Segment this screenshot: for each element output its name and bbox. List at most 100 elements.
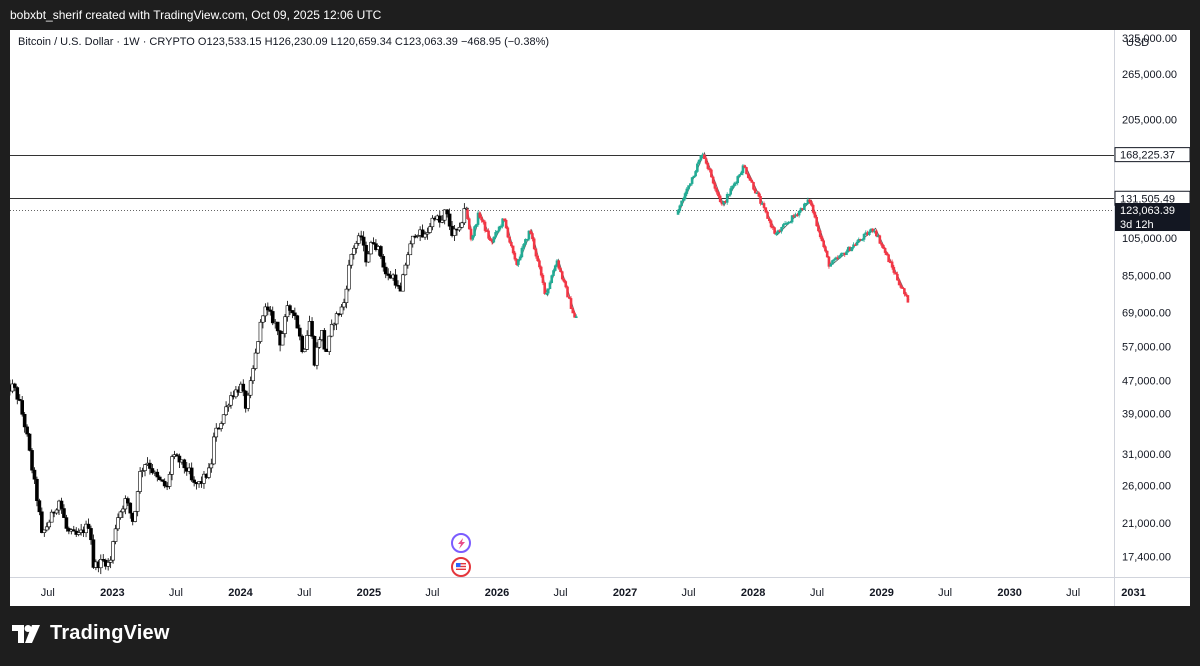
- time-tick-label: 2024: [228, 587, 253, 599]
- candle-body: [850, 247, 854, 252]
- candle-body: [457, 226, 462, 231]
- candle-body: [678, 205, 682, 211]
- candle-body: [543, 282, 547, 294]
- candle-body: [503, 218, 506, 221]
- candle-body: [469, 228, 473, 240]
- candle-body: [797, 210, 801, 216]
- candle-body: [35, 478, 39, 501]
- candle-body: [25, 426, 29, 435]
- price-tick-label: 21,000.00: [1122, 518, 1171, 530]
- price-tick-label: 105,000.00: [1122, 233, 1177, 245]
- candle-body: [44, 526, 49, 531]
- candle-body: [773, 227, 776, 234]
- candle-body: [808, 199, 811, 202]
- candle-body: [811, 204, 815, 213]
- candle-body: [560, 271, 564, 280]
- candle-body: [406, 254, 410, 266]
- candle-body: [126, 498, 130, 504]
- countdown-label: 3d 12h: [1120, 219, 1154, 231]
- time-tick-label: 2029: [869, 587, 893, 599]
- candle-body: [356, 235, 361, 244]
- candle-body: [717, 191, 720, 197]
- candle-body: [480, 217, 483, 221]
- candle-body: [290, 310, 295, 314]
- candle-body: [696, 163, 699, 172]
- candle-body: [133, 511, 137, 522]
- candle-body: [545, 292, 548, 295]
- tradingview-bolt-icon[interactable]: [451, 533, 471, 553]
- candle-body: [513, 252, 517, 260]
- time-tick-label: 2027: [613, 587, 637, 599]
- candle-body: [573, 312, 576, 318]
- candle-body: [501, 218, 504, 227]
- price-tick-label: 57,000.00: [1122, 341, 1171, 353]
- chart-panel[interactable]: USD 325,000.00 265,000.00 205,000.00 105,00…: [10, 30, 1190, 606]
- candle-body: [567, 296, 571, 299]
- candle-body: [536, 255, 539, 262]
- time-tick-label: Jul: [169, 587, 183, 599]
- candle-body: [253, 352, 258, 369]
- candle-body: [885, 252, 889, 256]
- candle-body: [766, 211, 769, 219]
- candle-body: [332, 323, 336, 326]
- candle-body: [534, 248, 538, 257]
- candle-body: [241, 383, 246, 392]
- candle-body: [562, 278, 566, 282]
- candle-body: [483, 221, 487, 231]
- time-tick-label: 2025: [357, 587, 381, 599]
- candle-body: [531, 233, 534, 240]
- candle-body: [162, 480, 167, 487]
- candle-body: [310, 321, 314, 337]
- candle-body: [487, 230, 490, 239]
- candle-body: [32, 469, 37, 480]
- candle-body: [694, 171, 697, 177]
- price-tag-label: 131,505.49: [1120, 193, 1175, 205]
- candle-body: [901, 287, 904, 289]
- price-candles: [10, 203, 469, 575]
- candle-body: [894, 272, 897, 275]
- candle-body: [89, 528, 93, 541]
- us-flag-icon[interactable]: [451, 557, 471, 577]
- candle-body: [148, 462, 152, 469]
- candle-body: [813, 212, 817, 218]
- legend-change: −468.95 (−0.38%): [460, 36, 550, 48]
- candle-body: [420, 229, 425, 238]
- candle-body: [135, 491, 140, 512]
- candle-body: [550, 275, 554, 284]
- candle-body: [123, 498, 128, 510]
- legend-low: L120,659.34: [330, 36, 392, 48]
- candle-body: [445, 209, 449, 215]
- candle-body: [410, 235, 415, 245]
- price-tick-label: 31,000.00: [1122, 449, 1171, 461]
- candle-body: [860, 239, 864, 241]
- candle-body: [538, 260, 541, 268]
- time-tick-label: Jul: [297, 587, 311, 599]
- tradingview-logo[interactable]: TradingView: [12, 622, 170, 645]
- price-chart[interactable]: USD 325,000.00 265,000.00 205,000.00 105,00…: [10, 30, 1190, 606]
- candle-body: [339, 306, 344, 315]
- candle-body: [857, 239, 861, 243]
- candle-body: [428, 226, 432, 233]
- candle-body: [571, 308, 575, 314]
- candle-body: [22, 414, 27, 428]
- candle-body: [767, 218, 771, 222]
- candle-body: [430, 217, 435, 228]
- candle-body: [703, 154, 706, 160]
- candle-body: [473, 226, 476, 236]
- candle-body: [71, 529, 76, 532]
- legend-symbol: Bitcoin / U.S. Dollar · 1W · CRYPTO: [18, 36, 195, 48]
- candle-body: [437, 215, 442, 223]
- candle-body: [690, 177, 694, 184]
- price-axis: 325,000.00 265,000.00 205,000.00 105,000.00…: [1122, 33, 1177, 564]
- price-tick-label: 85,000.00: [1122, 271, 1171, 283]
- candle-body: [731, 185, 734, 189]
- candle-body: [785, 222, 789, 225]
- candle-body: [214, 427, 219, 438]
- candle-body: [30, 450, 34, 471]
- candle-body: [155, 471, 160, 478]
- time-tick-label: 2031: [1121, 587, 1145, 599]
- candle-body: [527, 230, 531, 240]
- candle-body: [234, 389, 238, 398]
- candle-body: [383, 266, 388, 275]
- candle-body: [692, 175, 696, 178]
